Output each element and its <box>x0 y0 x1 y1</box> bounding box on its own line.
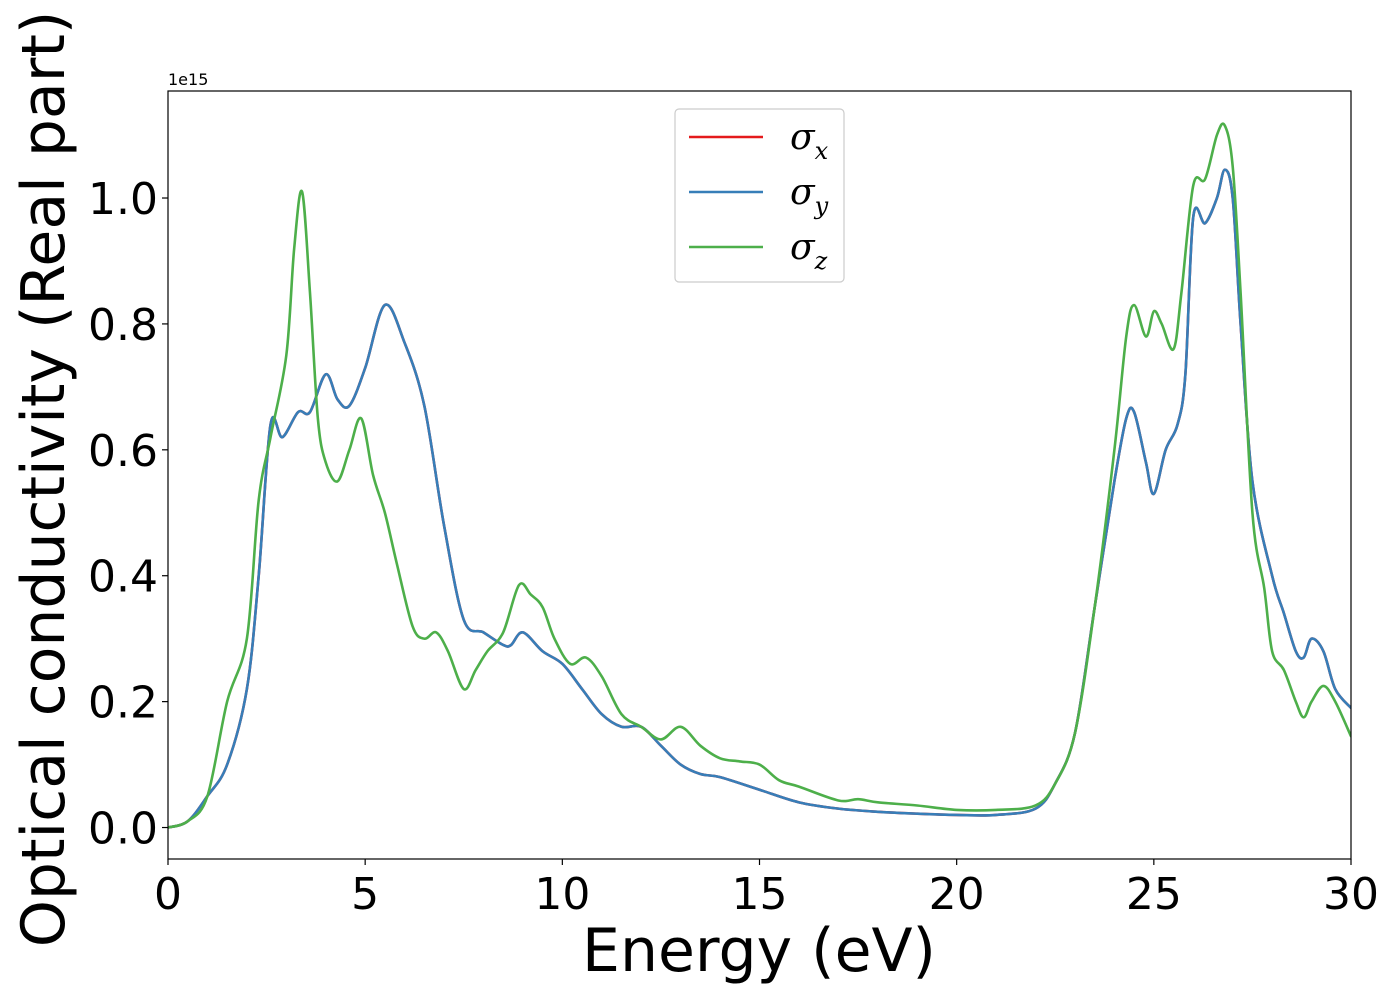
y-offset-text: 1e15 <box>168 70 208 89</box>
y-tick-label: 0.2 <box>88 678 158 729</box>
x-tick-label: 15 <box>732 869 788 920</box>
legend-label-x: σx <box>790 117 829 165</box>
x-axis: 0 5 10 15 20 25 30 <box>154 859 1379 920</box>
x-axis-label: Energy (eV) <box>582 916 936 986</box>
y-tick-label: 0.6 <box>88 426 158 477</box>
y-tick-label: 0.4 <box>88 552 158 603</box>
legend-label-z: σz <box>790 227 828 275</box>
series-line-y <box>168 168 1351 829</box>
legend-box <box>674 108 845 283</box>
x-tick-label: 0 <box>154 869 182 920</box>
y-axis: 0.0 0.2 0.4 0.6 0.8 1.0 <box>88 174 168 855</box>
x-tick-label: 20 <box>929 869 985 920</box>
legend-label-y: σy <box>790 172 829 220</box>
x-tick-label: 25 <box>1126 869 1182 920</box>
x-tick-label: 10 <box>534 869 590 920</box>
y-tick-label: 0.0 <box>88 804 158 855</box>
plot-lines <box>168 122 1351 829</box>
y-axis-label: Optical conductivity (Real part) <box>9 11 79 948</box>
series-line-z <box>168 122 1351 829</box>
y-tick-label: 1.0 <box>88 174 158 225</box>
x-tick-label: 5 <box>351 869 379 920</box>
x-tick-label: 30 <box>1323 869 1379 920</box>
legend: σx σy σz <box>674 108 845 283</box>
y-tick-label: 0.8 <box>88 300 158 351</box>
